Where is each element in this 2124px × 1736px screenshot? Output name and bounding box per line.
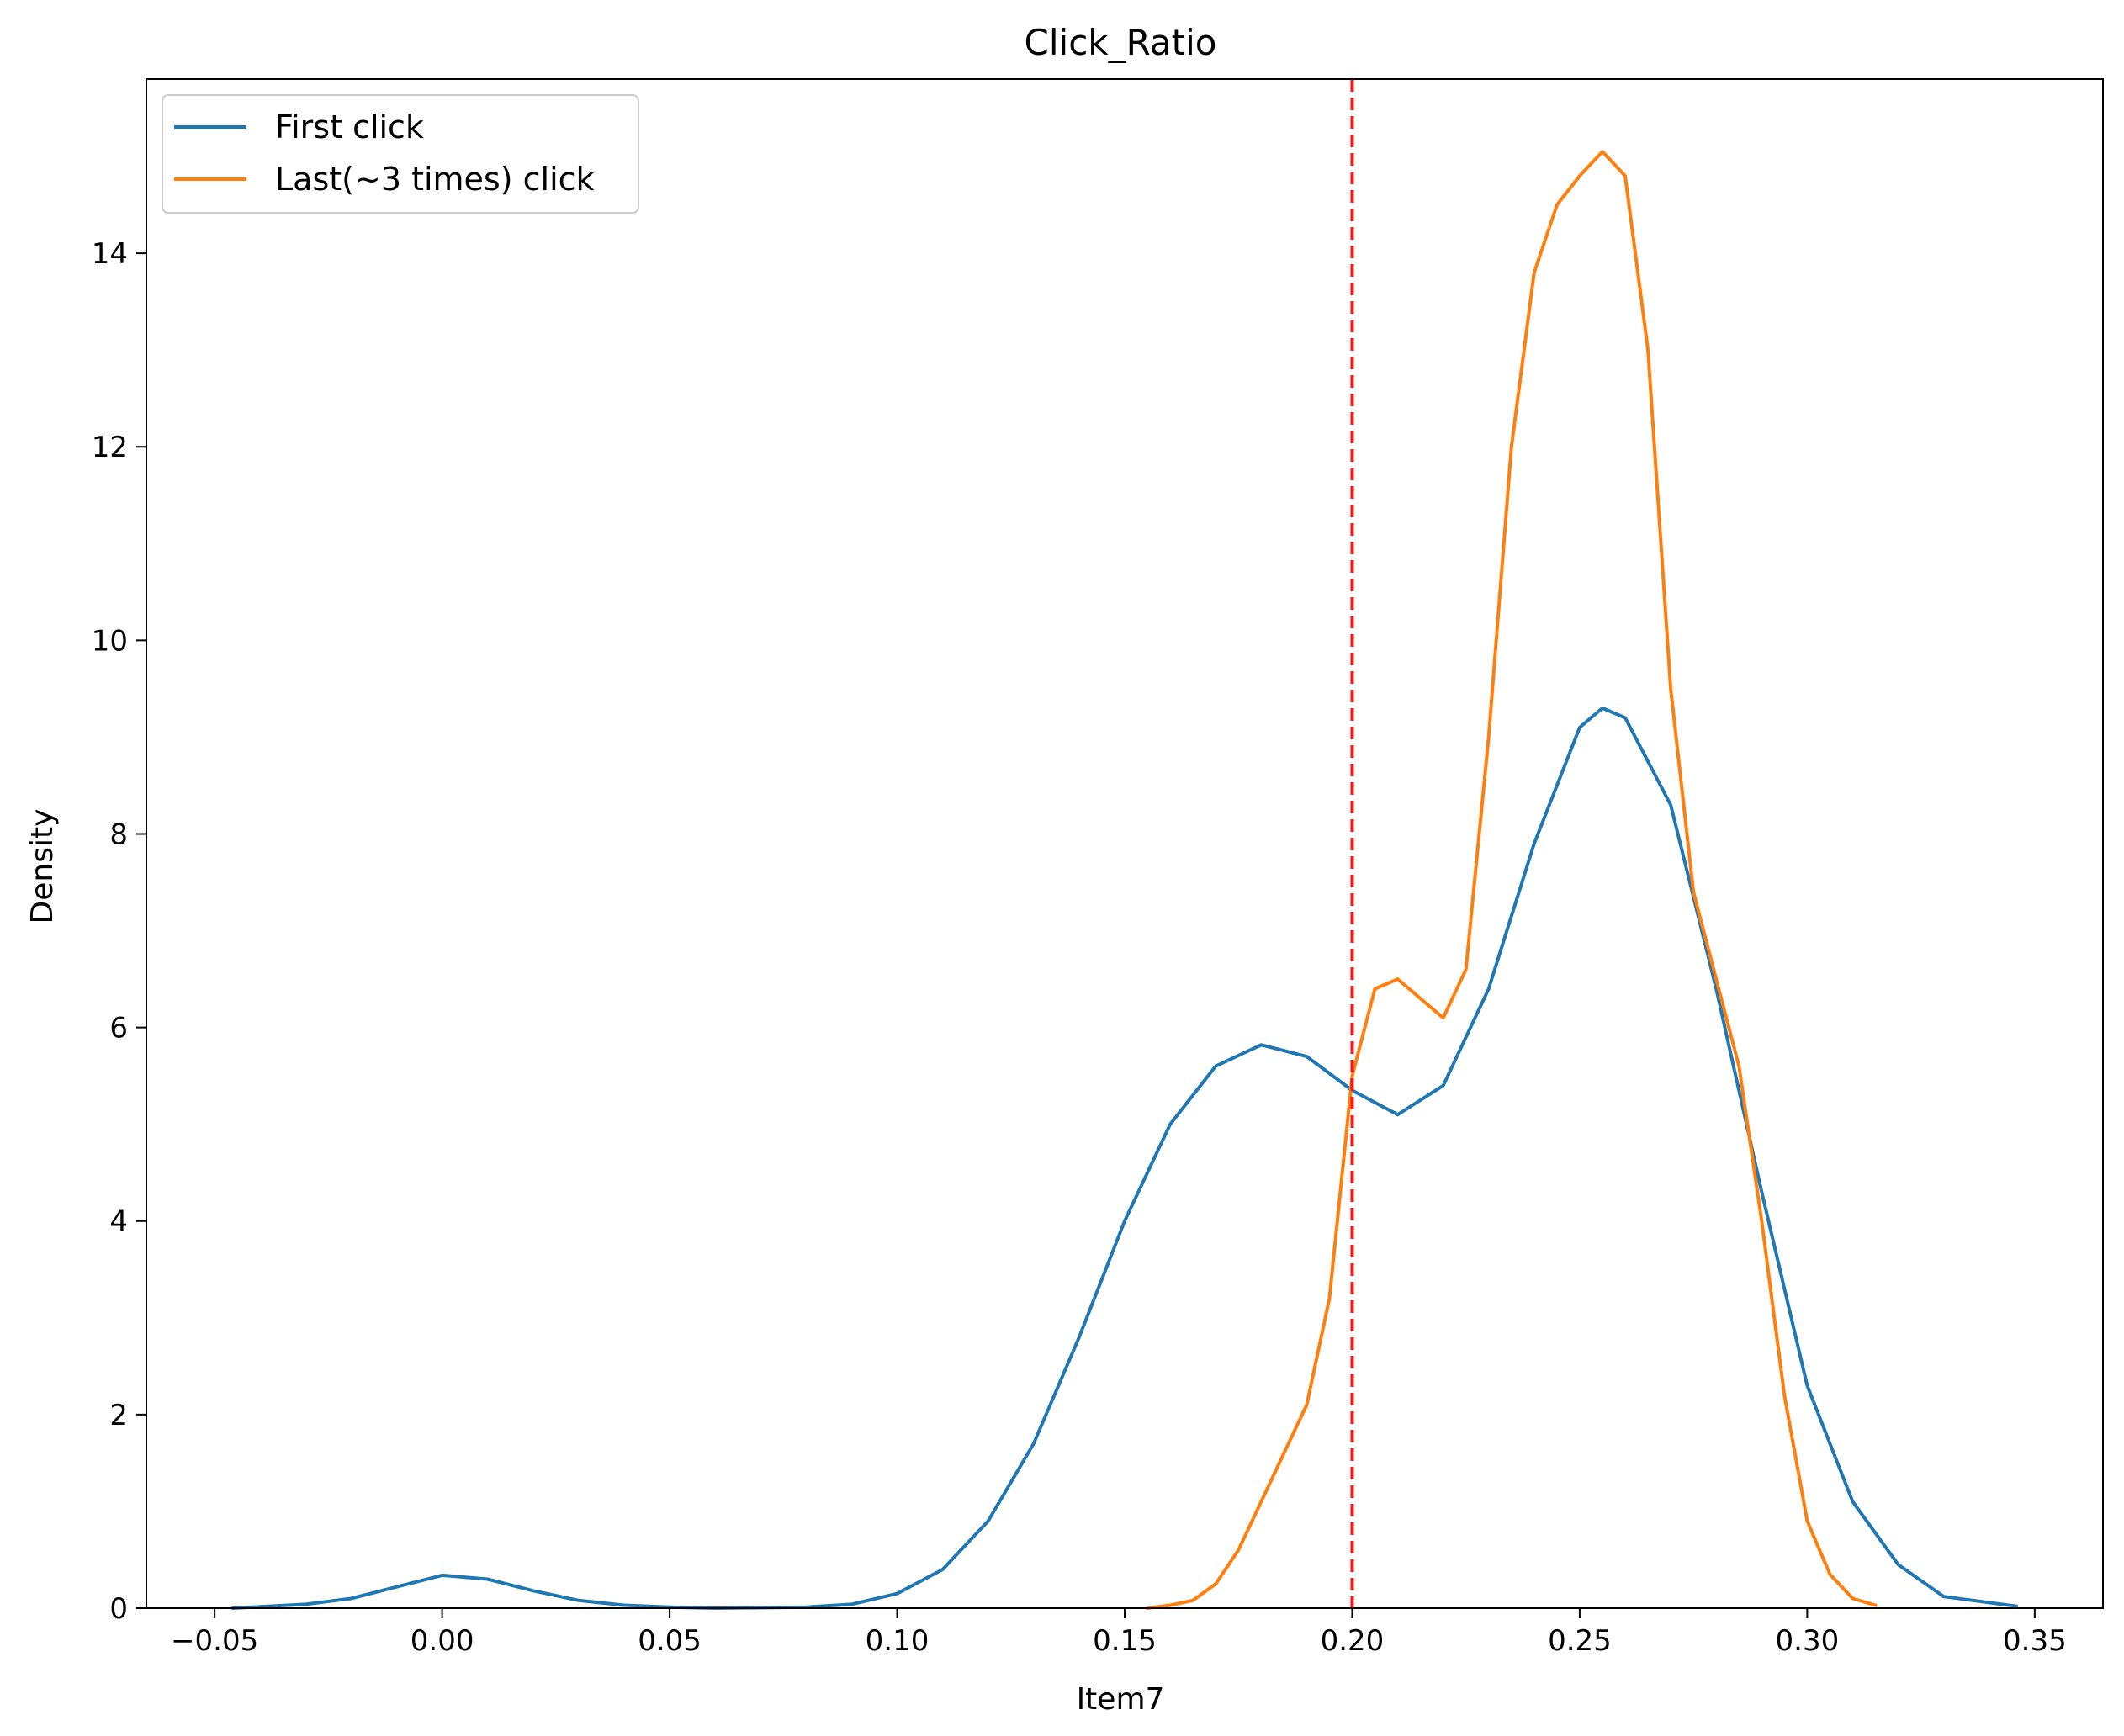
y-tick-label: 8 (109, 818, 128, 851)
x-tick-label: 0.30 (1776, 1624, 1840, 1658)
x-tick-label: 0.15 (1093, 1624, 1157, 1658)
x-tick-label: 0.35 (2003, 1624, 2067, 1658)
x-tick-label: 0.20 (1321, 1624, 1385, 1658)
y-tick-label: 14 (92, 237, 128, 271)
y-tick-label: 10 (92, 624, 128, 658)
series-line-2 (1146, 150, 1878, 1610)
legend-label-2: Last(~3 times) click (275, 161, 595, 198)
chart-title: Click_Ratio (1025, 22, 1217, 63)
legend-box (162, 94, 639, 214)
plot-frame (146, 78, 2104, 1609)
y-tick-label: 12 (92, 431, 128, 464)
legend-label-1: First click (275, 108, 424, 146)
y-tick-label: 4 (109, 1205, 128, 1239)
series-line-1 (230, 706, 2019, 1610)
legend: First click Last(~3 times) click (162, 94, 639, 214)
y-tick-label: 6 (109, 1012, 128, 1045)
x-tick-label: 0.10 (866, 1624, 930, 1658)
y-axis: 0 2 4 6 8 10 12 14 (92, 237, 146, 1626)
x-axis: −0.05 0.00 0.05 0.10 0.15 0.20 0.25 0.30 0.35 (171, 1608, 2067, 1658)
x-axis-label: Item7 (1077, 1682, 1165, 1717)
plot-area (146, 78, 2104, 1610)
y-tick-label: 2 (109, 1399, 128, 1432)
x-tick-label: −0.05 (171, 1624, 258, 1658)
x-tick-label: 0.05 (638, 1624, 702, 1658)
y-axis-label: Density (25, 809, 60, 924)
y-tick-label: 0 (109, 1592, 128, 1626)
x-tick-label: 0.25 (1548, 1624, 1612, 1658)
x-tick-label: 0.00 (410, 1624, 474, 1658)
